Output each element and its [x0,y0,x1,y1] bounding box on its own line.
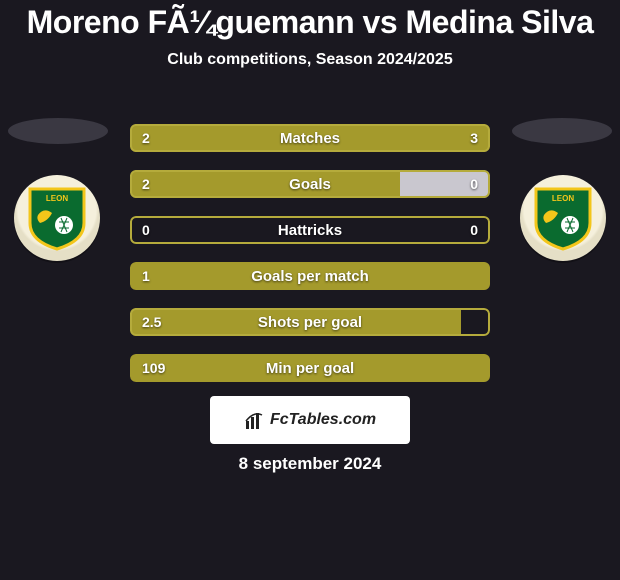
page-title: Moreno FÃ¼guemann vs Medina Silva [0,4,620,41]
page-subtitle: Club competitions, Season 2024/2025 [0,51,620,69]
svg-text:LEON: LEON [552,194,574,203]
header: Moreno FÃ¼guemann vs Medina Silva Club c… [0,0,620,69]
shield-icon: LEON [26,185,88,251]
crest-left: LEON [14,175,100,261]
stat-label: Min per goal [130,354,490,382]
stats-container: 23Matches 20Goals 00Hattricks 1Goals per ma… [130,124,490,400]
team-badge-right: LEON [520,175,606,261]
shadow-ellipse-left [8,118,108,144]
stat-label: Hattricks [130,216,490,244]
stat-label: Goals [130,170,490,198]
stat-row: 00Hattricks [130,216,490,244]
svg-text:LEON: LEON [46,194,68,203]
stat-label: Matches [130,124,490,152]
shadow-ellipse-right [512,118,612,144]
footer-site-text: FcTables.com [270,411,376,429]
stat-row: 1Goals per match [130,262,490,290]
shield-icon: LEON [532,185,594,251]
stat-row: 109Min per goal [130,354,490,382]
crest-right: LEON [520,175,606,261]
logo-icon [244,409,266,431]
stat-row: 23Matches [130,124,490,152]
stat-row: 20Goals [130,170,490,198]
stat-label: Shots per goal [130,308,490,336]
team-badge-left: LEON [14,175,100,261]
footer-date: 8 september 2024 [0,454,620,474]
footer-site-badge: FcTables.com [210,396,410,444]
stat-label: Goals per match [130,262,490,290]
stat-row: 2.5Shots per goal [130,308,490,336]
